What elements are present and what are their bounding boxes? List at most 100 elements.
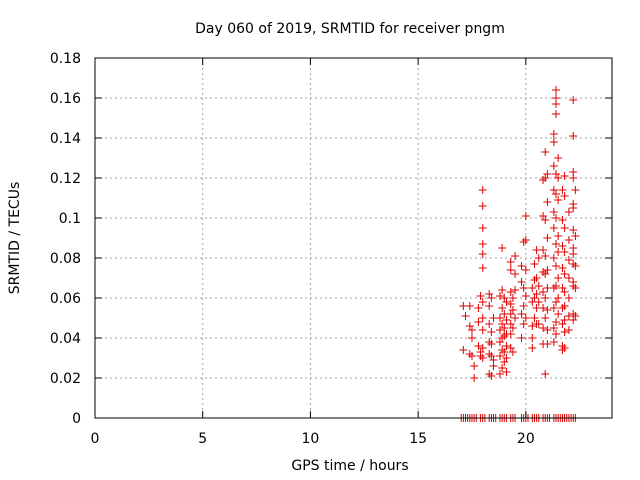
- data-point: [551, 190, 560, 198]
- data-point: [487, 328, 496, 336]
- data-point: [487, 372, 496, 380]
- grid-lines: [95, 58, 612, 418]
- data-point: [478, 344, 487, 352]
- data-point: [508, 324, 517, 332]
- data-point: [549, 130, 558, 138]
- data-point: [502, 354, 511, 362]
- data-point: [551, 170, 560, 178]
- data-points: [457, 86, 580, 422]
- data-point: [554, 294, 563, 302]
- data-point: [560, 270, 569, 278]
- data-point: [519, 284, 528, 292]
- chart-title: Day 060 of 2019, SRMTID for receiver png…: [195, 21, 505, 37]
- data-point: [541, 270, 550, 278]
- data-point: [569, 132, 578, 140]
- data-point: [485, 350, 494, 358]
- data-point: [467, 352, 476, 360]
- data-point: [470, 362, 479, 370]
- data-point: [551, 86, 560, 94]
- data-point: [541, 148, 550, 156]
- data-point: [506, 288, 515, 296]
- data-point: [539, 324, 548, 332]
- data-point: [569, 226, 578, 234]
- data-point: [569, 204, 578, 212]
- data-point: [549, 254, 558, 262]
- data-point: [502, 368, 511, 376]
- data-point: [517, 334, 526, 342]
- data-point: [478, 314, 487, 322]
- data-point: [543, 198, 552, 206]
- data-point: [549, 186, 558, 194]
- data-point: [549, 162, 558, 170]
- x-tick-label: 5: [198, 431, 207, 447]
- data-point: [495, 352, 504, 360]
- data-point: [478, 224, 487, 232]
- data-point: [508, 294, 517, 302]
- data-point: [506, 344, 515, 352]
- data-point: [521, 266, 530, 274]
- data-point: [500, 294, 509, 302]
- data-point: [498, 320, 507, 328]
- data-point: [476, 352, 485, 360]
- data-point: [495, 292, 504, 300]
- data-point: [478, 250, 487, 258]
- plot-frame: [94, 57, 613, 419]
- data-point: [528, 284, 537, 292]
- data-point: [569, 96, 578, 104]
- data-point: [498, 286, 507, 294]
- y-axis-label: SRMTID / TECUs: [7, 182, 23, 295]
- data-point: [541, 294, 550, 302]
- data-point: [465, 322, 474, 330]
- data-point: [549, 208, 558, 216]
- data-point: [554, 274, 563, 282]
- data-point: [511, 252, 520, 260]
- data-point: [543, 170, 552, 178]
- data-point: [478, 354, 487, 362]
- data-point: [517, 310, 526, 318]
- x-tick-label: 15: [409, 431, 427, 447]
- data-point: [571, 262, 580, 270]
- data-point: [541, 174, 550, 182]
- data-point: [558, 242, 567, 250]
- data-point: [569, 250, 578, 258]
- x-tick-label: 20: [517, 431, 535, 447]
- data-point: [474, 318, 483, 326]
- data-point: [461, 312, 470, 320]
- data-point: [495, 326, 504, 334]
- data-point: [551, 110, 560, 118]
- data-point: [506, 266, 515, 274]
- data-point: [564, 326, 573, 334]
- data-point: [551, 330, 560, 338]
- data-point: [558, 320, 567, 328]
- data-point: [500, 332, 509, 340]
- data-point: [554, 154, 563, 162]
- data-point: [549, 338, 558, 346]
- data-point: [530, 276, 539, 284]
- data-point: [506, 320, 515, 328]
- data-point: [519, 320, 528, 328]
- y-tick-label: 0.02: [50, 371, 81, 387]
- data-point: [498, 364, 507, 372]
- data-point: [495, 314, 504, 322]
- data-point: [517, 262, 526, 270]
- data-point: [530, 260, 539, 268]
- data-point: [498, 346, 507, 354]
- y-tick-label: 0: [72, 411, 81, 427]
- data-point: [569, 260, 578, 268]
- data-point: [478, 202, 487, 210]
- tick-labels: 0 0.02 0.04 0.06 0.08 0.1 0.12 0.14 0.16 0.18 0 5 10…: [50, 51, 535, 447]
- y-tick-label: 0.12: [50, 171, 81, 187]
- data-point: [487, 352, 496, 360]
- data-point: [564, 236, 573, 244]
- data-point: [560, 172, 569, 180]
- data-point: [500, 358, 509, 366]
- data-point: [549, 224, 558, 232]
- data-point: [474, 304, 483, 312]
- data-point: [489, 362, 498, 370]
- y-tick-label: 0.16: [50, 91, 81, 107]
- data-point: [539, 288, 548, 296]
- data-point: [554, 196, 563, 204]
- data-point: [528, 322, 537, 330]
- data-point: [485, 370, 494, 378]
- data-point: [564, 274, 573, 282]
